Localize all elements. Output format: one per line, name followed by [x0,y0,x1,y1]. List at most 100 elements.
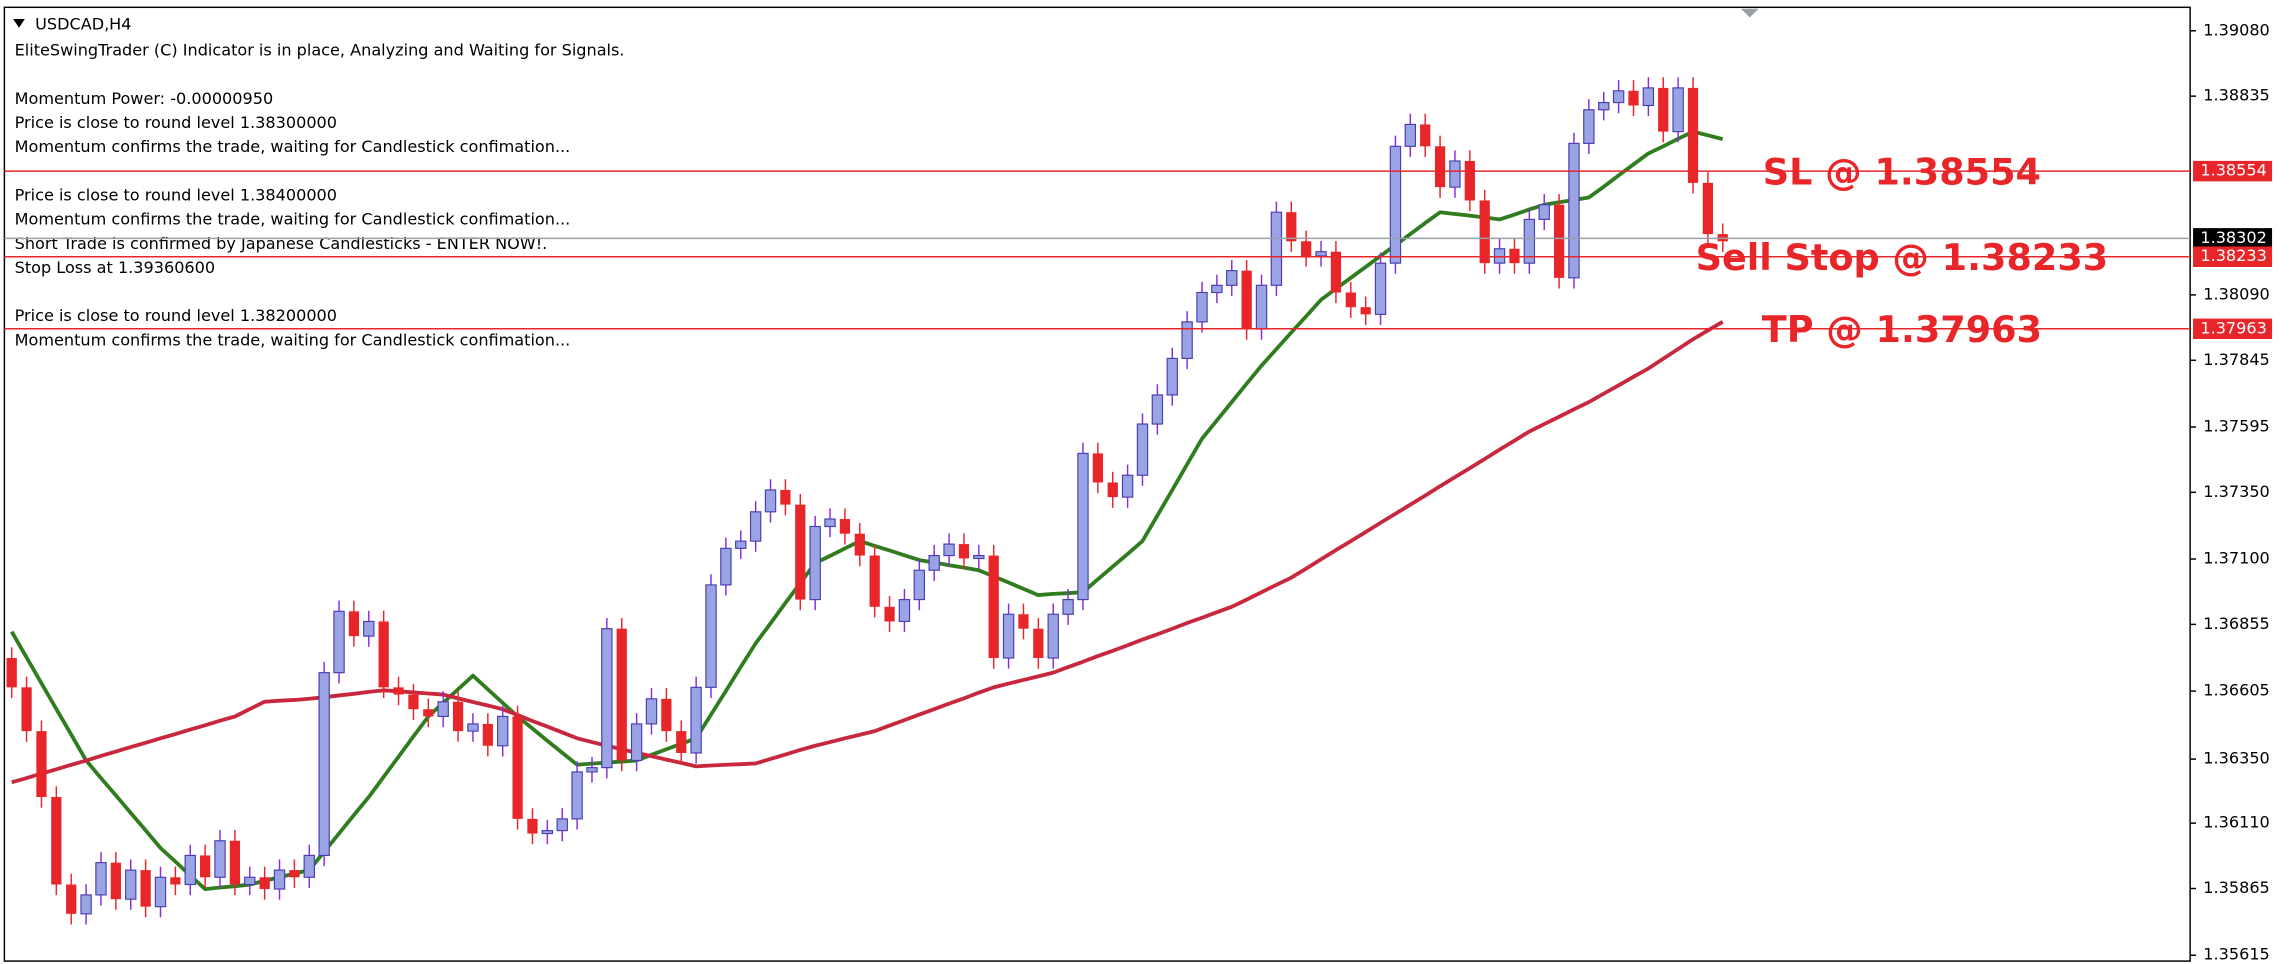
candle-body [616,628,627,761]
candle-body [229,840,241,885]
message: Momentum confirms the trade, waiting for… [15,210,571,229]
candle-body [1464,160,1475,201]
message: Stop Loss at 1.39360600 [15,258,215,277]
level-price-label: 1.38554 [2200,161,2267,180]
candle-body [170,877,181,885]
y-tick-label: 1.36855 [2203,614,2270,633]
candle-body [1493,248,1506,264]
y-tick-label: 1.37595 [2203,416,2270,435]
candle-body [1509,248,1520,264]
candle-body [110,862,121,900]
candle-body [273,869,286,890]
message: Short Trade is confirmed by Japanese Can… [15,234,548,253]
candle-body [1420,124,1431,147]
candle-body [1583,109,1595,144]
candle-body [1270,211,1283,286]
candle-body [1553,204,1565,278]
candle-body [556,818,568,832]
candle-body [884,606,895,622]
candle-body [1002,613,1015,659]
candle-body [1658,87,1669,132]
candle-body [824,518,836,528]
candle-body [1598,101,1610,111]
candle-body [95,862,107,896]
candle-body [913,569,926,601]
candle-body [1672,87,1684,133]
candle-body [200,855,211,878]
candle-body [408,694,419,710]
level-price-label: 1.38233 [2200,246,2267,265]
candle-body [839,519,851,534]
candle-body [571,771,583,820]
candle-body [1033,628,1044,659]
level-price-label: 1.37963 [2200,318,2267,337]
plot-frame [3,6,2191,962]
y-tick-label: 1.35615 [2203,945,2270,964]
candle-body [1018,614,1029,629]
candle-body [795,504,806,600]
candle-body [1092,453,1103,483]
candle-body [1107,482,1118,498]
candle-body [1345,292,1356,308]
candle-body [601,628,613,769]
candle-body [1151,394,1164,425]
candle-body [898,598,911,623]
candle-body [333,610,345,674]
candle-body [630,723,643,762]
level-label: SL @ 1.38554 [1763,151,2041,194]
message: Momentum confirms the trade, waiting for… [15,137,571,156]
candle-body [943,543,955,557]
y-tick-label: 1.39080 [2203,20,2270,39]
candle-body [1121,474,1134,498]
y-tick-label: 1.35865 [2203,878,2270,897]
symbol-title: USDCAD,H4 [35,14,131,33]
candle-body [1181,321,1193,359]
current-price-box [2193,228,2273,249]
candle-body [1523,218,1536,264]
candle-body [1226,270,1238,286]
candle-body [928,554,940,571]
shift-marker [1740,8,1759,18]
candle-body [303,854,315,878]
candle-body [36,731,47,798]
candle-body [1255,284,1268,330]
candle-body [1136,423,1149,476]
candle-body [780,489,791,505]
y-tick-label: 1.38835 [2203,86,2270,105]
moving-average-line [11,320,1724,785]
level-price-box [2193,246,2273,267]
y-tick-label: 1.36110 [2203,813,2270,832]
candle-body [51,797,62,885]
candle-body [1434,146,1446,188]
candle-body [1211,284,1223,294]
candle-body [125,869,137,900]
candle-body [661,698,672,732]
candle-body [676,731,687,753]
y-tick-label: 1.37845 [2203,350,2270,369]
candle-body [1568,142,1580,279]
candle-body [869,555,880,607]
candle-body [363,620,375,637]
candle-body [988,555,999,659]
candle-body [378,621,389,688]
collapse-arrow[interactable] [13,19,25,28]
candle-body [586,767,598,773]
candle-body [496,715,509,747]
y-tick-label: 1.36350 [2203,749,2270,768]
candle-body [645,698,658,725]
candle-body [749,511,762,542]
candle-body [21,687,32,732]
message: Momentum Power: -0.00000950 [15,89,274,108]
level-label: TP @ 1.37963 [1762,308,2042,351]
candle-body [244,876,256,886]
candle-body [1702,182,1714,235]
candle-body [437,701,449,718]
candle-body [1642,87,1655,107]
candle-body [1360,307,1371,315]
message: Price is close to round level 1.38200000 [15,306,337,325]
candle-body [1374,262,1387,315]
message: Price is close to round level 1.38400000 [15,186,337,205]
y-tick-label: 1.37100 [2203,549,2270,568]
